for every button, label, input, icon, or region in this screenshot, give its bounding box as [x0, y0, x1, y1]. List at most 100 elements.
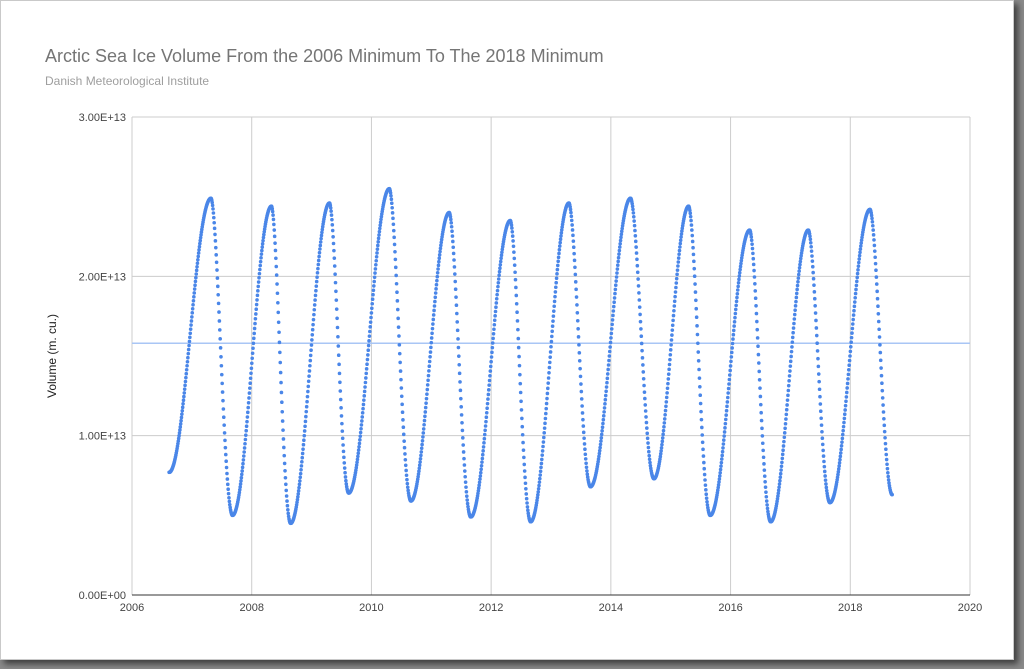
- x-tick-label: 2016: [718, 602, 742, 614]
- data-point: [543, 421, 547, 426]
- data-point: [379, 217, 383, 222]
- data-point: [664, 395, 669, 400]
- data-point: [880, 396, 885, 400]
- data-point: [244, 428, 248, 433]
- data-point: [812, 296, 817, 301]
- data-point: [878, 358, 883, 363]
- data-point: [405, 477, 409, 482]
- data-point: [179, 415, 184, 420]
- data-point: [717, 480, 721, 484]
- data-point: [393, 265, 398, 270]
- data-point: [824, 488, 829, 493]
- data-point: [811, 270, 815, 275]
- data-point: [320, 227, 325, 232]
- data-point: [427, 359, 432, 364]
- data-point: [698, 401, 703, 406]
- data-point: [615, 267, 620, 271]
- data-point: [546, 381, 551, 385]
- data-point: [585, 472, 590, 477]
- data-point: [727, 377, 732, 382]
- data-point: [799, 253, 803, 258]
- data-point: [665, 386, 670, 391]
- data-point: [641, 363, 645, 367]
- data-point: [541, 440, 546, 444]
- data-point: [486, 392, 491, 397]
- data-point: [300, 451, 305, 456]
- data-point: [703, 483, 708, 487]
- data-point: [597, 448, 602, 453]
- data-point: [544, 406, 549, 411]
- data-point: [241, 458, 246, 462]
- data-point: [536, 486, 541, 491]
- data-point: [808, 234, 812, 239]
- data-point: [453, 272, 457, 276]
- data-point: [571, 233, 575, 238]
- data-point: [554, 276, 559, 281]
- data-point: [790, 340, 795, 344]
- data-point: [541, 444, 545, 449]
- data-point: [690, 233, 695, 238]
- data-point: [697, 376, 702, 380]
- data-point: [372, 284, 376, 288]
- data-point: [535, 498, 539, 503]
- data-point: [575, 310, 580, 315]
- data-point: [816, 364, 821, 369]
- data-point: [726, 386, 731, 391]
- data-point: [246, 410, 250, 415]
- data-point: [777, 485, 781, 490]
- data-point: [734, 299, 739, 304]
- data-point: [782, 435, 787, 440]
- data-point: [190, 307, 195, 311]
- data-point: [317, 250, 322, 255]
- data-point: [197, 248, 201, 252]
- data-point: [704, 488, 708, 492]
- data-point: [260, 248, 264, 253]
- data-point: [405, 481, 410, 486]
- data-point: [361, 402, 366, 407]
- data-point: [400, 402, 404, 407]
- data-point: [666, 381, 670, 386]
- data-point: [316, 262, 321, 267]
- data-point: [278, 360, 283, 365]
- data-point: [581, 430, 586, 435]
- data-point: [417, 469, 421, 474]
- data-point: [520, 416, 524, 421]
- data-point: [421, 431, 426, 435]
- data-point: [698, 393, 703, 398]
- data-point: [428, 355, 432, 359]
- data-point: [388, 191, 393, 195]
- data-point: [487, 383, 491, 387]
- data-point: [764, 490, 768, 494]
- data-point: [342, 461, 347, 465]
- data-point: [637, 291, 641, 295]
- data-point: [371, 288, 376, 293]
- data-point: [401, 425, 406, 430]
- data-point: [283, 468, 287, 473]
- data-point: [705, 499, 709, 504]
- x-tick-label: 2012: [479, 602, 503, 614]
- data-point: [878, 343, 882, 347]
- data-point: [882, 429, 887, 434]
- data-point: [824, 485, 829, 490]
- data-point: [305, 394, 310, 399]
- data-point: [178, 428, 182, 432]
- data-point: [521, 448, 526, 452]
- data-point: [819, 416, 823, 421]
- data-point: [480, 456, 485, 461]
- data-point: [519, 408, 524, 412]
- data-point: [822, 464, 827, 469]
- data-point: [555, 272, 559, 276]
- data-point: [481, 449, 485, 453]
- data-point: [360, 419, 364, 423]
- data-point: [377, 233, 381, 237]
- data-point: [258, 263, 263, 268]
- data-point: [798, 256, 803, 261]
- data-point: [884, 457, 889, 462]
- data-point: [418, 456, 423, 461]
- data-point: [632, 223, 637, 228]
- data-point: [314, 279, 319, 284]
- data-point: [318, 243, 323, 248]
- data-point: [859, 241, 864, 245]
- data-point: [858, 250, 862, 255]
- data-point: [784, 407, 789, 412]
